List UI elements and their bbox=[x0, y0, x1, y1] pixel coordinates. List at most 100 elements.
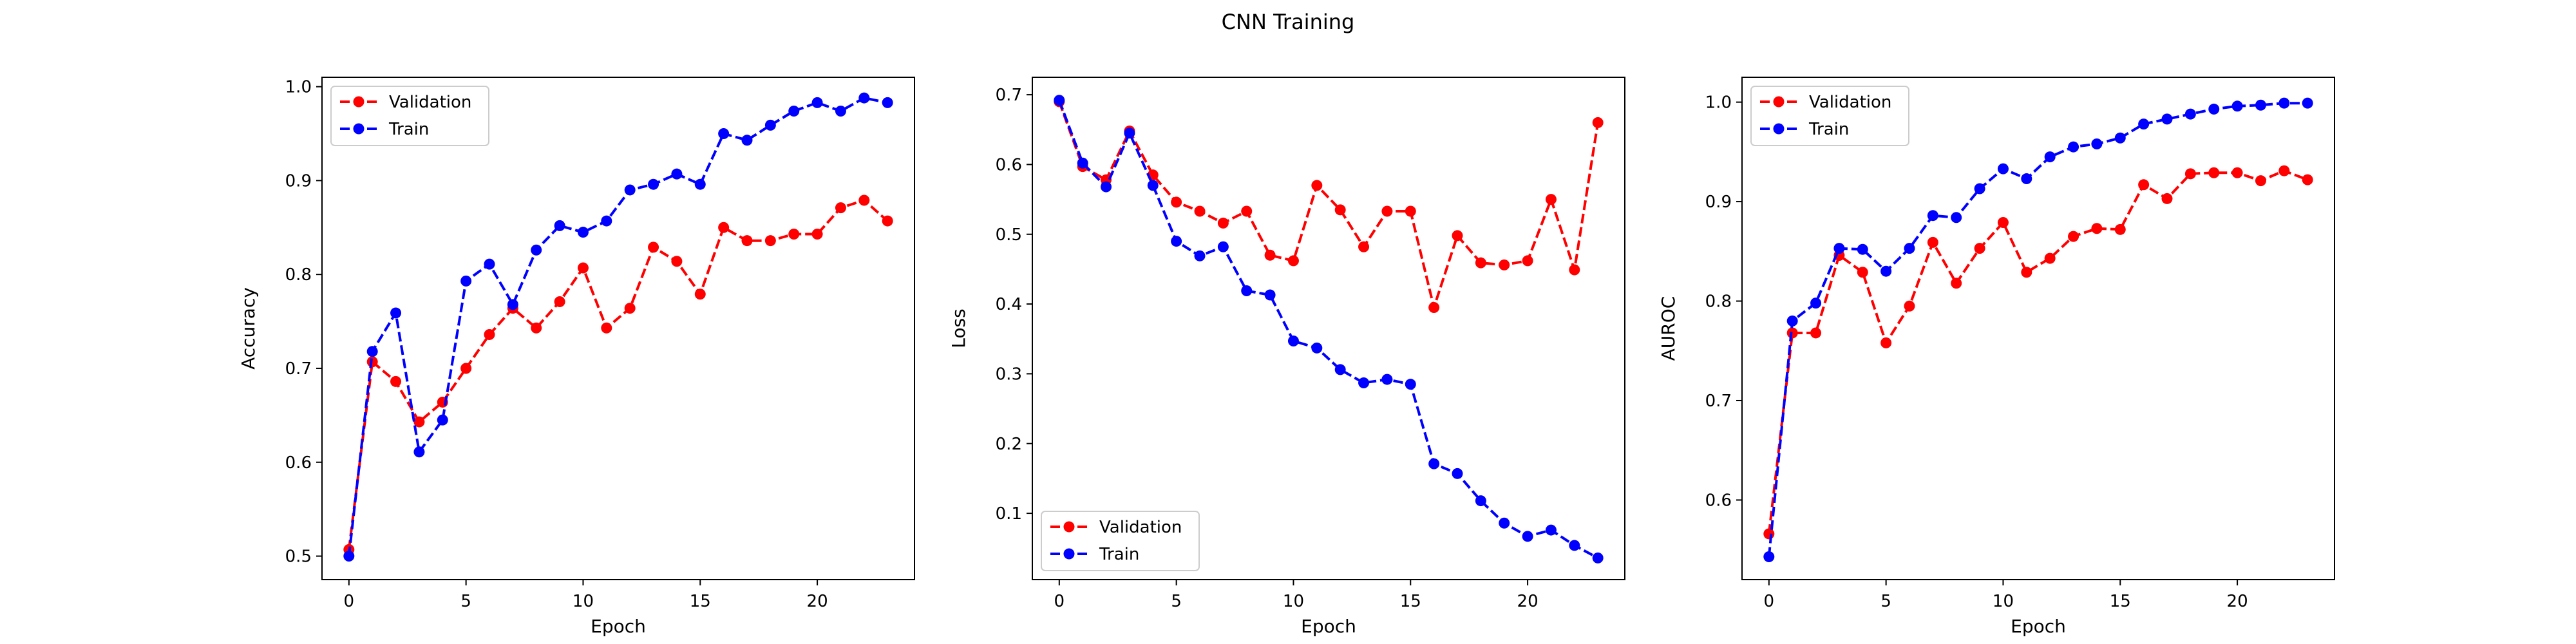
data-point bbox=[648, 242, 659, 253]
data-point bbox=[1171, 196, 1182, 208]
data-point bbox=[1545, 524, 1557, 536]
y-tick-label: 0.7 bbox=[1705, 392, 1732, 411]
data-point bbox=[1833, 243, 1845, 254]
data-point bbox=[2138, 179, 2150, 191]
data-point bbox=[2231, 167, 2243, 178]
data-point bbox=[1904, 300, 1915, 312]
y-tick-label: 0.7 bbox=[996, 86, 1022, 105]
data-point bbox=[718, 222, 730, 233]
data-point bbox=[601, 215, 612, 227]
x-tick-label: 5 bbox=[1171, 592, 1182, 611]
data-point bbox=[1974, 243, 1985, 254]
series-line bbox=[347, 96, 888, 556]
series-validation bbox=[1763, 165, 2313, 540]
x-tick-label: 20 bbox=[2227, 592, 2248, 611]
data-point bbox=[858, 194, 870, 206]
legend-swatch-marker bbox=[1063, 548, 1075, 560]
data-point bbox=[413, 416, 425, 428]
data-point bbox=[1475, 495, 1486, 507]
data-point bbox=[835, 105, 846, 117]
data-point bbox=[1499, 259, 1510, 270]
y-tick-label: 0.8 bbox=[285, 265, 312, 285]
data-point bbox=[1264, 289, 1276, 301]
x-axis-label: Epoch bbox=[591, 616, 646, 637]
data-point bbox=[1880, 265, 1892, 277]
data-point bbox=[2114, 132, 2126, 144]
chart-panel-2: 0 5 10 15 20 0.1 0.2 0.3 0.4 0.5 0.6 0.7 Epoch Loss Va… bbox=[948, 77, 1625, 637]
data-point bbox=[1358, 377, 1370, 388]
data-point bbox=[1857, 267, 1868, 278]
data-point bbox=[2161, 193, 2173, 204]
data-point bbox=[2184, 108, 2196, 120]
data-point bbox=[2302, 97, 2313, 109]
data-point bbox=[2255, 175, 2266, 187]
data-point bbox=[484, 328, 495, 340]
data-point bbox=[741, 235, 753, 247]
series-line bbox=[1767, 102, 2308, 557]
legend-entry-label: Train bbox=[1808, 120, 1849, 139]
x-tick-label: 10 bbox=[1993, 592, 2014, 611]
y-tick-label: 0.4 bbox=[996, 295, 1022, 314]
data-point bbox=[1951, 212, 1962, 223]
legend-entry-label: Validation bbox=[1099, 518, 1182, 537]
data-point bbox=[2208, 103, 2220, 115]
data-point bbox=[1124, 128, 1135, 139]
data-point bbox=[1428, 458, 1440, 469]
data-point bbox=[2184, 168, 2196, 180]
x-tick-label: 15 bbox=[2110, 592, 2131, 611]
data-point bbox=[1880, 337, 1892, 348]
legend: Validation Train bbox=[330, 86, 489, 146]
data-point bbox=[1428, 302, 1440, 313]
data-point bbox=[858, 92, 870, 104]
data-point bbox=[1522, 531, 1533, 542]
data-point bbox=[624, 184, 636, 196]
data-point bbox=[577, 262, 589, 274]
y-tick-label: 0.3 bbox=[996, 365, 1022, 384]
y-tick-label: 1.0 bbox=[285, 78, 312, 97]
data-point bbox=[1311, 342, 1323, 354]
data-point bbox=[1334, 204, 1346, 216]
data-point bbox=[2091, 223, 2103, 234]
y-tick-label: 0.8 bbox=[1705, 292, 1732, 312]
data-point bbox=[531, 322, 542, 334]
data-point bbox=[1054, 95, 1065, 106]
series-line bbox=[347, 198, 889, 550]
y-tick-label: 0.6 bbox=[1705, 491, 1732, 510]
data-point bbox=[741, 135, 753, 146]
data-point bbox=[1569, 540, 1580, 551]
legend-swatch-marker bbox=[353, 96, 365, 108]
data-point bbox=[1311, 180, 1323, 191]
data-point bbox=[1171, 236, 1182, 247]
data-point bbox=[1810, 298, 1822, 309]
y-axis-label: AUROC bbox=[1658, 296, 1679, 361]
data-point bbox=[507, 299, 518, 310]
data-point bbox=[1334, 364, 1346, 375]
data-point bbox=[2068, 231, 2079, 242]
legend-swatch-marker bbox=[1773, 96, 1785, 108]
y-tick-label: 0.9 bbox=[1705, 193, 1732, 212]
plot-frame bbox=[1741, 77, 2335, 580]
data-point bbox=[2161, 113, 2173, 125]
legend-entry-label: Validation bbox=[389, 93, 471, 112]
data-point bbox=[390, 375, 402, 387]
data-point bbox=[1147, 180, 1159, 191]
data-point bbox=[2091, 138, 2103, 149]
data-point bbox=[2302, 174, 2313, 185]
data-point bbox=[1545, 194, 1557, 205]
data-point bbox=[1763, 551, 1775, 562]
series-train bbox=[1763, 97, 2313, 562]
plot-frame bbox=[321, 77, 915, 580]
series-train bbox=[1054, 95, 1604, 564]
data-point bbox=[1904, 243, 1915, 254]
figure-title: CNN Training bbox=[1222, 10, 1355, 34]
data-point bbox=[1927, 236, 1938, 248]
data-point bbox=[671, 168, 683, 180]
data-point bbox=[2278, 165, 2290, 176]
y-tick-label: 0.7 bbox=[285, 359, 312, 379]
data-point bbox=[788, 228, 800, 240]
x-tick-label: 5 bbox=[1880, 592, 1891, 611]
y-tick-label: 0.6 bbox=[996, 155, 1022, 175]
x-axis-label: Epoch bbox=[2011, 616, 2066, 637]
x-tick-label: 10 bbox=[573, 592, 594, 611]
data-point bbox=[1569, 264, 1580, 276]
